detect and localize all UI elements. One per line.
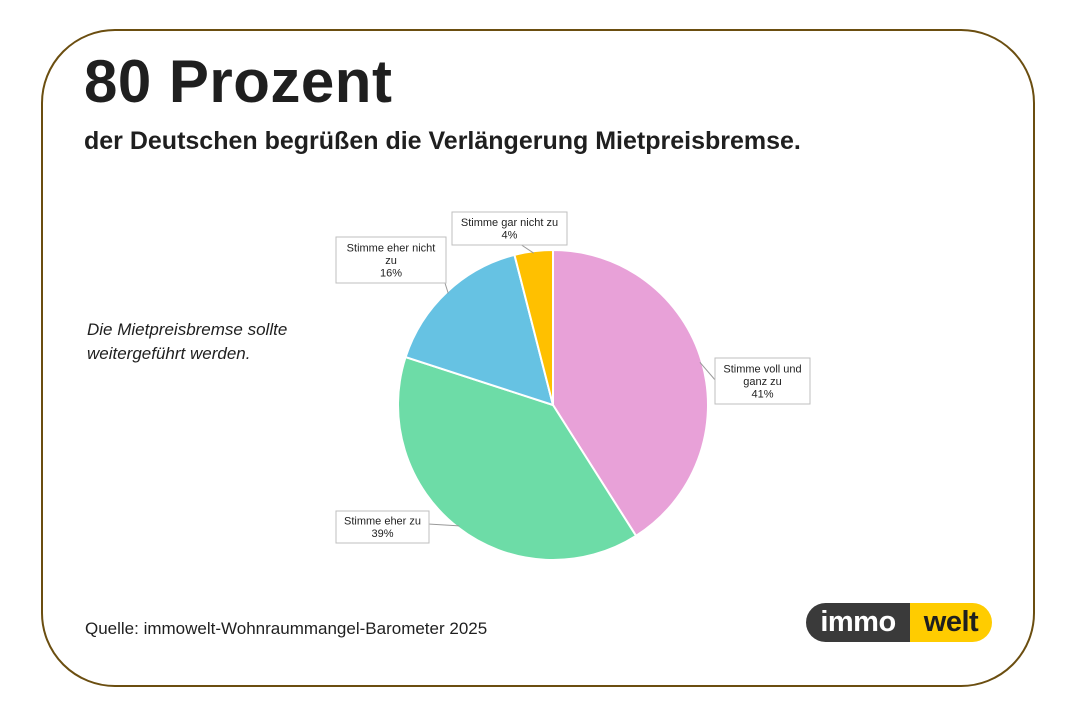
slice-label-stimme-gar-nicht-zu: Stimme gar nicht zu	[461, 217, 558, 229]
data-label-stimme-voll-und-ganz-zu: 41%	[751, 388, 773, 400]
callout-box-stimme-gar-nicht-zu	[451, 211, 568, 246]
data-label-stimme-eher-zu: 39%	[371, 528, 393, 540]
slice-label-stimme-eher-zu: Stimme eher zu	[344, 516, 421, 528]
callout-box-stimme-voll-und-ganz-zu	[714, 357, 811, 405]
callout-leader-stimme-gar-nicht-zu	[519, 243, 535, 254]
headline: 80 Prozent	[84, 48, 393, 115]
slice-label-stimme-eher-nicht-zu: zu	[385, 255, 397, 267]
pie-slice-stimme-gar-nicht-zu	[513, 248, 554, 406]
callout-leader-stimme-eher-zu	[427, 523, 460, 527]
slice-label-stimme-voll-und-ganz-zu: ganz zu	[743, 376, 782, 388]
immowelt-logo: immo welt	[806, 603, 992, 642]
logo-part-immo: immo	[806, 603, 910, 642]
slice-label-stimme-eher-nicht-zu: Stimme eher nicht	[347, 242, 436, 254]
subheadline: der Deutschen begrüßen die Verlängerung …	[84, 127, 801, 155]
data-label-stimme-gar-nicht-zu: 4%	[502, 230, 518, 242]
card-frame	[41, 29, 1035, 687]
slice-label-stimme-voll-und-ganz-zu: Stimme voll und	[723, 363, 801, 375]
pie-slice-stimme-eher-zu	[397, 355, 638, 561]
callout-leader-stimme-eher-nicht-zu	[444, 282, 449, 294]
pie-slices	[397, 248, 709, 561]
callout-leader-stimme-voll-und-ganz-zu	[699, 361, 717, 382]
source-note: Quelle: immowelt-Wohnraummangel-Baromete…	[85, 619, 488, 638]
logo-part-welt: welt	[910, 603, 992, 642]
pie-slice-stimme-eher-nicht-zu	[404, 253, 555, 407]
data-label-stimme-eher-nicht-zu: 16%	[380, 267, 402, 279]
callout-box-stimme-eher-nicht-zu	[335, 236, 447, 284]
survey-statement: Die Mietpreisbremse sollte weitergeführt…	[87, 320, 288, 363]
callout-box-stimme-eher-zu	[335, 510, 430, 544]
